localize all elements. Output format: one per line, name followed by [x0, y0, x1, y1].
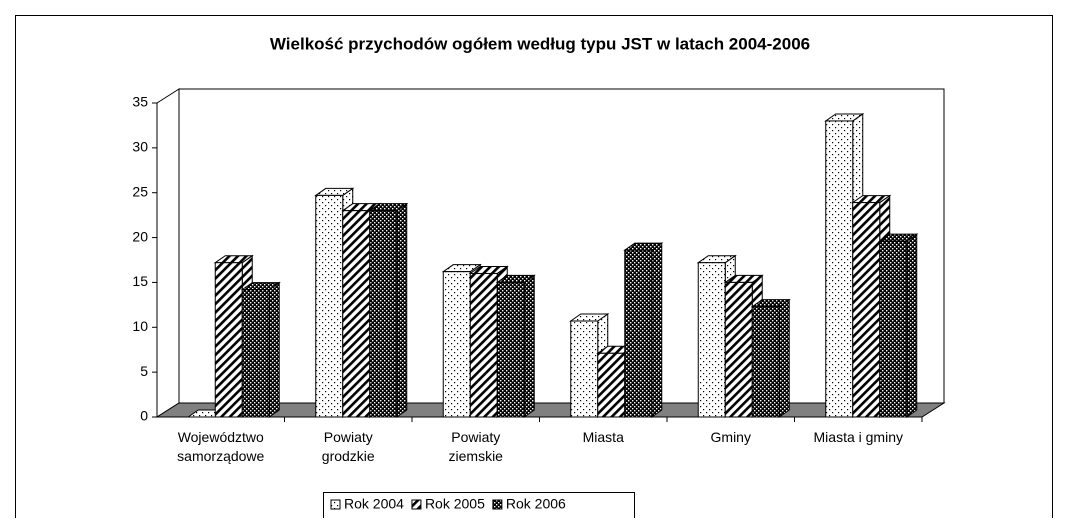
x-tick-label-line: Województwo: [178, 429, 264, 445]
bar-front: [315, 194, 344, 418]
bar-front: [241, 289, 270, 418]
legend-swatch: [492, 499, 503, 510]
bar: [240, 281, 281, 418]
bar-front: [469, 272, 498, 418]
x-tick-label-line: samorządowe: [177, 448, 264, 464]
y-tick-label: 35: [132, 94, 148, 110]
x-tick-label-line: Miasta: [583, 429, 624, 445]
bar-front: [724, 281, 753, 418]
bar: [495, 274, 536, 418]
bar-side: [523, 274, 535, 418]
bar-front: [624, 249, 653, 418]
bar-front: [442, 271, 471, 418]
y-tick-label: 20: [132, 228, 148, 244]
bar-front: [597, 352, 626, 418]
bar-front: [825, 120, 854, 418]
x-tick-label-line: Powiaty: [324, 429, 373, 445]
chart-title: Wielkość przychodów ogółem według typu J…: [270, 34, 810, 53]
x-tick-label: Miasta i gminy: [814, 429, 903, 445]
x-tick-label-line: Gminy: [711, 429, 751, 445]
bar-front: [342, 210, 371, 418]
x-tick-label: Powiaty ziemskie: [449, 429, 504, 464]
bar: [878, 233, 919, 418]
legend-label: Rok 2005: [425, 496, 485, 512]
side-wall: [156, 88, 180, 418]
x-tick-label-line: Miasta i gminy: [814, 429, 903, 445]
bar-side: [778, 298, 790, 418]
bar-side: [396, 202, 408, 418]
x-tick-label: Powiaty grodzkie: [322, 429, 375, 464]
y-tick-label: 10: [132, 318, 148, 334]
y-tick-label: 30: [132, 139, 148, 155]
bar-front: [751, 306, 780, 418]
bar-front: [369, 210, 398, 418]
y-tick-label: 15: [132, 273, 148, 289]
bar: [623, 242, 664, 418]
bar-side: [268, 281, 280, 418]
x-tick-label: Miasta: [583, 429, 624, 445]
x-tick-label-line: grodzkie: [322, 448, 375, 464]
legend-swatch: [411, 499, 422, 510]
x-tick-label-line: Powiaty: [451, 429, 500, 445]
y-tick-label: 5: [140, 363, 148, 379]
y-tick-label: 0: [140, 408, 148, 424]
bar-front: [496, 281, 525, 418]
bar-front: [697, 262, 726, 418]
bar-side: [906, 233, 918, 418]
legend: Rok 2004 Rok 2005 Rok 2006: [323, 492, 635, 523]
bar: [368, 202, 409, 418]
bar-front: [879, 240, 908, 418]
x-tick-label: Województwo samorządowe: [177, 429, 264, 464]
bar-front: [214, 262, 243, 418]
legend-label: Rok 2006: [506, 496, 566, 512]
bar-front: [570, 320, 599, 418]
x-tick-label: Gminy: [711, 429, 751, 445]
legend-swatch: [330, 499, 341, 510]
y-tick-label: 25: [132, 183, 148, 199]
bar: [750, 298, 791, 418]
legend-label: Rok 2004: [344, 496, 404, 512]
bar-front: [852, 202, 881, 418]
x-tick-label-line: ziemskie: [449, 448, 504, 464]
bar-side: [651, 242, 663, 418]
